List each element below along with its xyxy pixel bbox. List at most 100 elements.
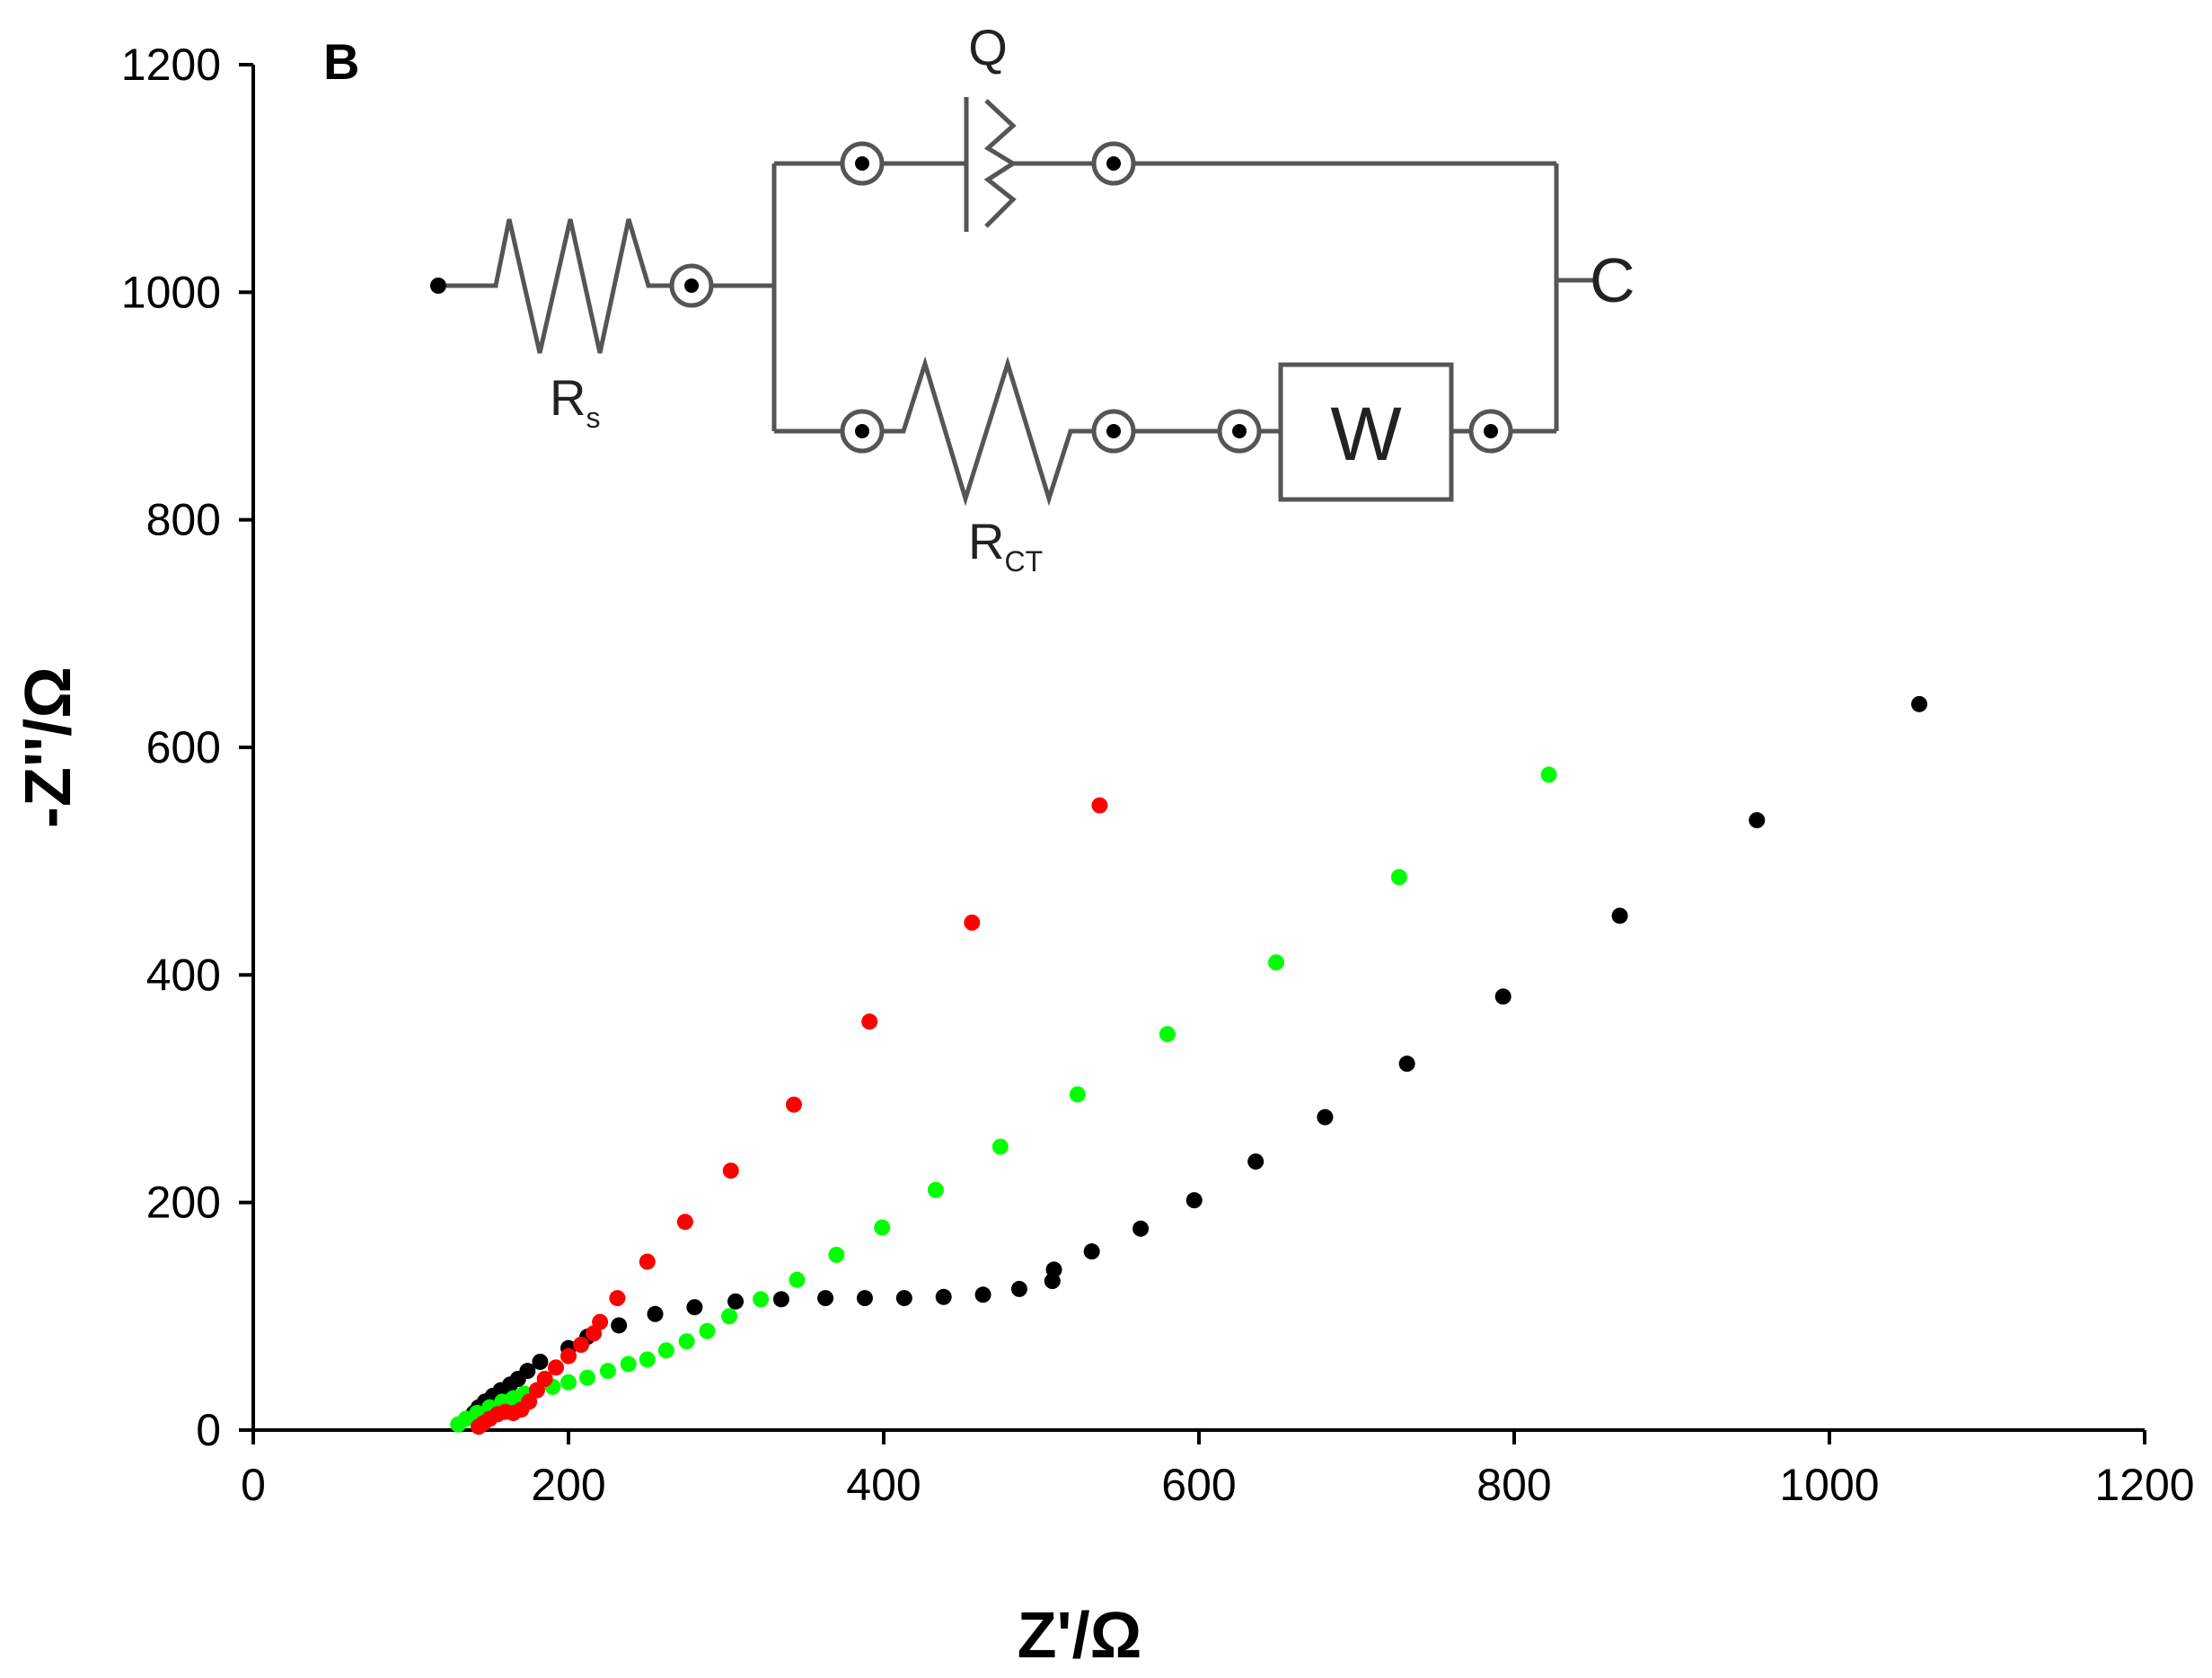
data-series [450,695,1928,1435]
data-point-red [560,1347,577,1364]
data-point-green [991,1138,1009,1155]
data-point-black [772,1291,789,1308]
x-axis-title: Z'/Ω [1018,1600,1142,1672]
data-point-black [974,1286,991,1303]
data-point-black [935,1288,952,1305]
label-rct: RCT [968,513,1043,578]
label-q: Q [968,19,1008,75]
y-axis-title: -Z''/Ω [13,667,84,828]
node-dot-w-out [1484,424,1498,438]
data-point-red [1091,797,1108,814]
data-point-green [1267,954,1284,971]
data-point-black [1749,812,1766,829]
data-point-black [1045,1261,1062,1278]
cpe-q-zigzag-icon [983,99,1018,228]
data-point-black [1317,1108,1334,1126]
label-rs-main: R [550,369,586,426]
data-point-black [1185,1192,1203,1209]
data-point-black [686,1299,703,1316]
data-point-red [964,914,981,932]
resistor-rct-icon [882,356,1094,507]
data-point-black [519,1363,536,1380]
x-tick-label: 800 [1476,1460,1551,1510]
label-rs-sub: s [586,402,600,434]
data-point-green [1069,1086,1086,1103]
data-point-black [1132,1220,1150,1237]
y-tick-label: 200 [146,1178,221,1228]
data-point-red [861,1013,878,1030]
label-rct-main: R [968,513,1004,570]
data-point-red [676,1214,693,1231]
data-point-red [536,1371,553,1387]
data-point-green [753,1291,770,1308]
data-point-black [1611,907,1628,924]
x-tick-label: 1000 [1779,1460,1879,1510]
node-dot-q-in [855,156,869,171]
data-point-red [722,1162,739,1179]
x-axis-ticks: 0 200 400 600 800 1000 1200 [241,1430,2195,1510]
data-point-black [817,1290,834,1307]
data-point-black [1494,988,1511,1005]
circuit-output-terminal: C [1590,245,1635,315]
y-axis-ticks: 0 200 400 600 800 1000 1200 [121,40,253,1455]
label-rs: Rs [550,369,600,434]
x-tick-label: 400 [846,1460,921,1510]
node-dot-q-out [1106,156,1121,171]
data-point-black [895,1290,912,1307]
data-point-green [927,1181,944,1198]
data-point-green [579,1369,596,1386]
node-dot-w-in [1232,424,1247,438]
data-point-black [727,1293,745,1310]
data-point-green [789,1271,806,1288]
y-tick-label: 800 [146,495,221,545]
x-tick-label: 0 [241,1460,266,1510]
data-point-green [1390,869,1407,886]
data-point-black [1911,695,1928,712]
data-point-green [620,1356,637,1373]
y-tick-label: 1200 [121,40,221,90]
data-point-red [521,1393,538,1410]
data-point-red [547,1359,564,1376]
data-point-green [828,1246,845,1263]
data-point-red [785,1096,802,1113]
data-point-green [560,1373,577,1391]
data-point-black [611,1317,628,1334]
data-point-green [699,1322,716,1339]
data-point-black [1398,1055,1415,1073]
series-black [465,695,1928,1421]
node-dot-rct-in [855,424,869,438]
data-point-green [874,1219,891,1236]
node-dot-rct-out [1106,424,1121,438]
circuit-input-terminal [430,278,446,294]
x-tick-label: 600 [1161,1460,1236,1510]
data-point-green [1159,1026,1176,1043]
label-rct-sub: CT [1004,545,1043,578]
data-point-red [573,1337,590,1353]
data-point-black [1083,1243,1100,1260]
data-point-green [1540,766,1557,783]
panel-label: B [323,33,359,90]
data-point-green [657,1342,674,1359]
data-point-red [639,1253,656,1270]
y-tick-label: 0 [196,1405,221,1455]
data-point-black [856,1290,873,1307]
y-tick-label: 1000 [121,267,221,317]
resistor-rs-icon [479,218,672,354]
data-point-black [1247,1153,1265,1170]
x-tick-label: 200 [531,1460,605,1510]
data-point-black [1010,1280,1027,1297]
data-point-black [532,1354,549,1370]
node-dot-rs-out [684,278,699,293]
y-tick-label: 600 [146,722,221,773]
data-point-green [599,1363,616,1380]
data-point-green [678,1333,695,1350]
data-point-red [592,1313,609,1330]
data-point-green [639,1351,656,1368]
data-point-red [609,1290,626,1307]
x-tick-label: 1200 [2094,1460,2194,1510]
data-point-green [721,1308,738,1325]
equivalent-circuit-inset: Rs Q RCT W [430,19,1635,578]
data-point-red [528,1382,545,1399]
